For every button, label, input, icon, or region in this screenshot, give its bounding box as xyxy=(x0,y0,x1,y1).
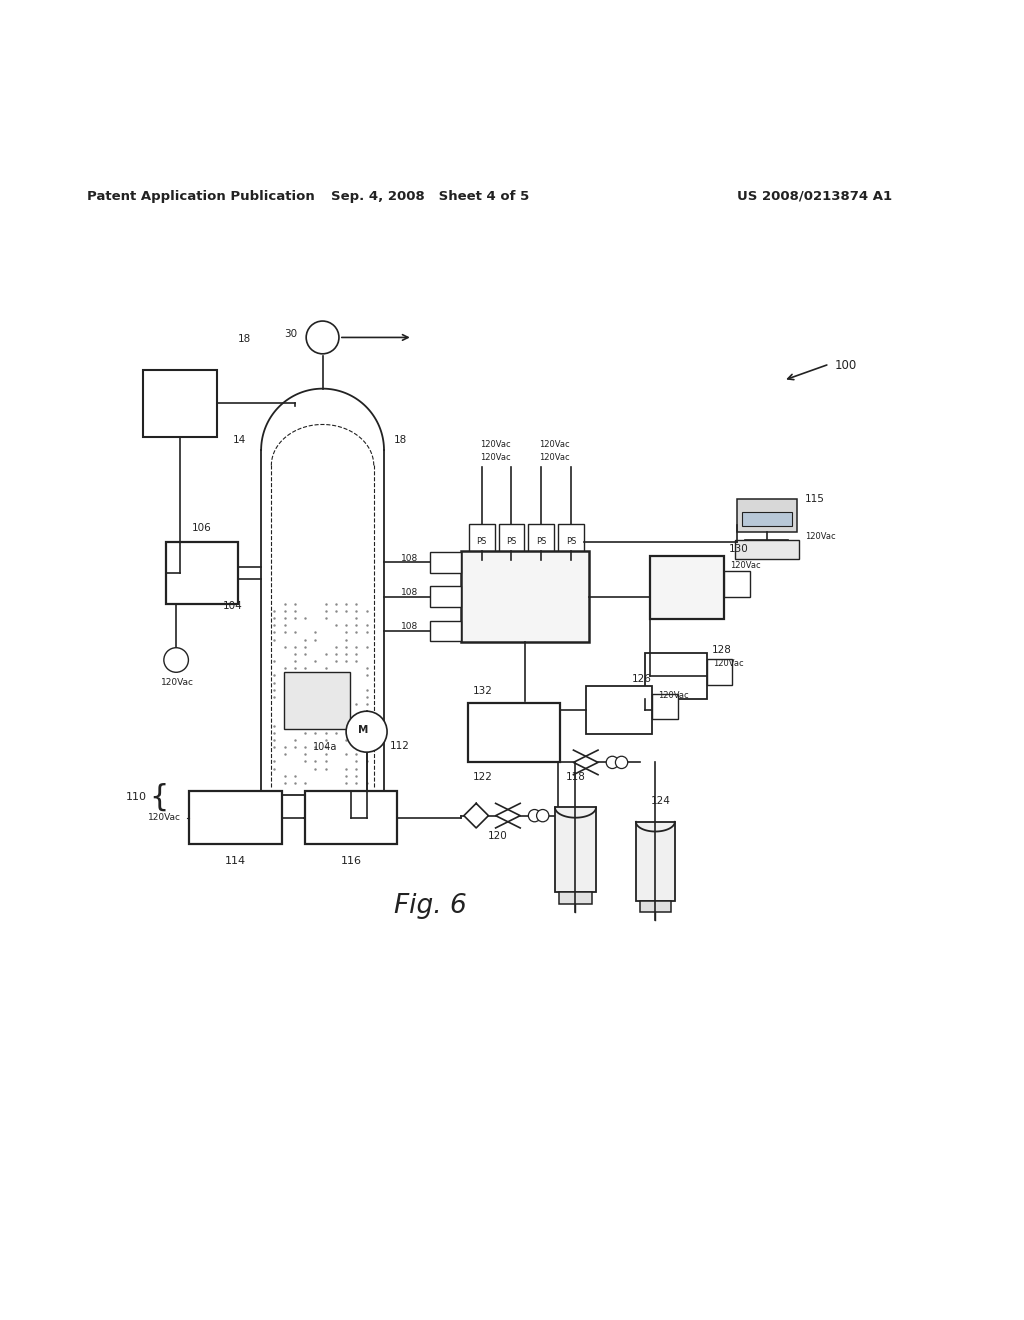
Text: US 2008/0213874 A1: US 2008/0213874 A1 xyxy=(737,190,892,203)
Bar xyxy=(707,660,732,685)
Text: M: M xyxy=(358,725,369,735)
Text: 120Vac: 120Vac xyxy=(539,453,569,462)
Text: 108: 108 xyxy=(400,587,418,597)
Text: 120: 120 xyxy=(487,832,508,841)
Bar xyxy=(469,524,495,560)
Circle shape xyxy=(346,711,387,752)
Text: 128: 128 xyxy=(712,644,731,655)
Bar xyxy=(586,685,652,734)
Bar xyxy=(555,808,596,892)
Bar xyxy=(430,552,461,573)
Circle shape xyxy=(606,756,618,768)
Circle shape xyxy=(306,321,339,354)
Text: PS: PS xyxy=(506,537,517,546)
Circle shape xyxy=(537,809,549,822)
Text: 110: 110 xyxy=(125,792,146,803)
Bar xyxy=(742,512,792,525)
Text: Fig. 6: Fig. 6 xyxy=(393,892,467,919)
Text: 115: 115 xyxy=(805,494,824,504)
Bar xyxy=(559,892,592,904)
Bar xyxy=(645,653,707,698)
Circle shape xyxy=(164,648,188,672)
Bar xyxy=(166,543,238,603)
Text: 14: 14 xyxy=(232,434,246,445)
Bar xyxy=(652,694,678,719)
Text: 104a: 104a xyxy=(313,742,337,752)
Text: 120Vac: 120Vac xyxy=(658,692,689,701)
Text: 112: 112 xyxy=(390,741,410,751)
Bar xyxy=(528,524,554,560)
Text: 18: 18 xyxy=(394,434,408,445)
Text: 120Vac: 120Vac xyxy=(161,678,194,686)
Text: 100: 100 xyxy=(835,359,857,372)
Text: 122: 122 xyxy=(473,772,493,781)
Bar xyxy=(189,791,282,845)
Text: 104: 104 xyxy=(223,601,243,611)
Text: 132: 132 xyxy=(473,685,493,696)
Text: 18: 18 xyxy=(238,334,251,345)
Bar xyxy=(724,572,750,597)
Bar xyxy=(468,704,560,763)
Text: 118: 118 xyxy=(565,772,586,781)
Text: 108: 108 xyxy=(400,553,418,562)
Bar xyxy=(284,672,350,729)
Bar xyxy=(735,540,799,558)
Text: PS: PS xyxy=(565,537,577,546)
Bar xyxy=(305,791,397,845)
Text: 108: 108 xyxy=(400,622,418,631)
Bar xyxy=(737,499,797,532)
Text: 120Vac: 120Vac xyxy=(805,532,836,541)
Text: PS: PS xyxy=(536,537,547,546)
Text: 120Vac: 120Vac xyxy=(479,453,510,462)
Text: Sep. 4, 2008   Sheet 4 of 5: Sep. 4, 2008 Sheet 4 of 5 xyxy=(331,190,529,203)
Text: 124: 124 xyxy=(650,796,671,807)
Circle shape xyxy=(615,756,628,768)
Text: 130: 130 xyxy=(729,544,749,554)
Text: 120Vac: 120Vac xyxy=(539,441,569,449)
Circle shape xyxy=(528,809,541,822)
Text: PS: PS xyxy=(476,537,487,546)
Bar xyxy=(558,524,584,560)
Text: 106: 106 xyxy=(191,523,212,533)
Text: 30: 30 xyxy=(284,330,297,339)
Text: {: { xyxy=(150,783,168,812)
Text: 120Vac: 120Vac xyxy=(730,561,761,570)
Bar xyxy=(650,556,724,619)
Bar xyxy=(499,524,524,560)
Text: 116: 116 xyxy=(341,855,361,866)
Text: 120Vac: 120Vac xyxy=(479,441,510,449)
Text: 126: 126 xyxy=(632,675,651,685)
Bar xyxy=(461,552,589,642)
Bar xyxy=(430,620,461,642)
Bar xyxy=(143,370,217,437)
Bar xyxy=(430,586,461,607)
Text: 120Vac: 120Vac xyxy=(713,659,743,668)
Bar xyxy=(636,822,675,902)
Bar xyxy=(640,902,671,912)
Text: 114: 114 xyxy=(225,855,246,866)
Text: Patent Application Publication: Patent Application Publication xyxy=(87,190,314,203)
Text: 120Vac: 120Vac xyxy=(148,813,181,822)
